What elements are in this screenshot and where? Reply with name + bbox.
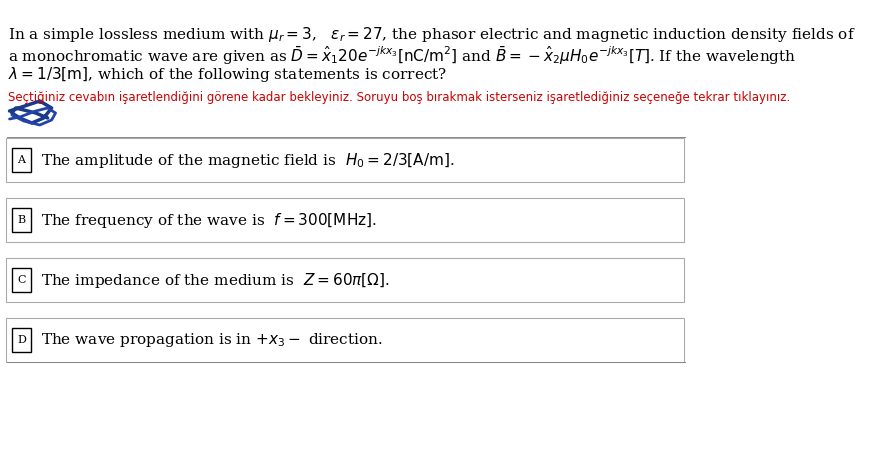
Text: B: B: [17, 215, 25, 225]
FancyBboxPatch shape: [6, 258, 685, 302]
FancyBboxPatch shape: [6, 198, 685, 242]
Text: In a simple lossless medium with $\mu_r = 3$,   $\varepsilon_r = 27$, the phasor: In a simple lossless medium with $\mu_r …: [8, 25, 855, 44]
Text: The impedance of the medium is  $Z = 60\pi\left[\Omega\right]$.: The impedance of the medium is $Z = 60\p…: [41, 271, 390, 289]
Text: a monochromatic wave are given as $\bar{D} = \hat{x}_1 20e^{-jkx_3}\left[\mathrm: a monochromatic wave are given as $\bar{…: [8, 45, 796, 67]
FancyBboxPatch shape: [12, 328, 31, 352]
FancyBboxPatch shape: [12, 148, 31, 172]
FancyBboxPatch shape: [6, 138, 685, 182]
FancyBboxPatch shape: [12, 268, 31, 292]
Text: A: A: [17, 155, 25, 165]
Text: D: D: [17, 335, 26, 345]
Text: C: C: [17, 275, 25, 285]
Text: The wave propagation is in $+x_3 -$ direction.: The wave propagation is in $+x_3 -$ dire…: [41, 331, 383, 349]
Text: The amplitude of the magnetic field is  $H_0 = 2/3\left[\mathrm{A/m}\right]$.: The amplitude of the magnetic field is $…: [41, 150, 455, 169]
FancyBboxPatch shape: [6, 318, 685, 362]
Text: Seçtiğiniz cevabın işaretlendiğini görene kadar bekleyiniz. Soruyu boş bırakmak : Seçtiğiniz cevabın işaretlendiğini gören…: [8, 91, 790, 104]
Text: The frequency of the wave is  $f = 300\left[\mathrm{MHz}\right]$.: The frequency of the wave is $f = 300\le…: [41, 210, 378, 229]
FancyBboxPatch shape: [12, 208, 31, 232]
Text: $\lambda = 1/3\left[\mathrm{m}\right]$, which of the following statements is cor: $\lambda = 1/3\left[\mathrm{m}\right]$, …: [8, 65, 447, 84]
